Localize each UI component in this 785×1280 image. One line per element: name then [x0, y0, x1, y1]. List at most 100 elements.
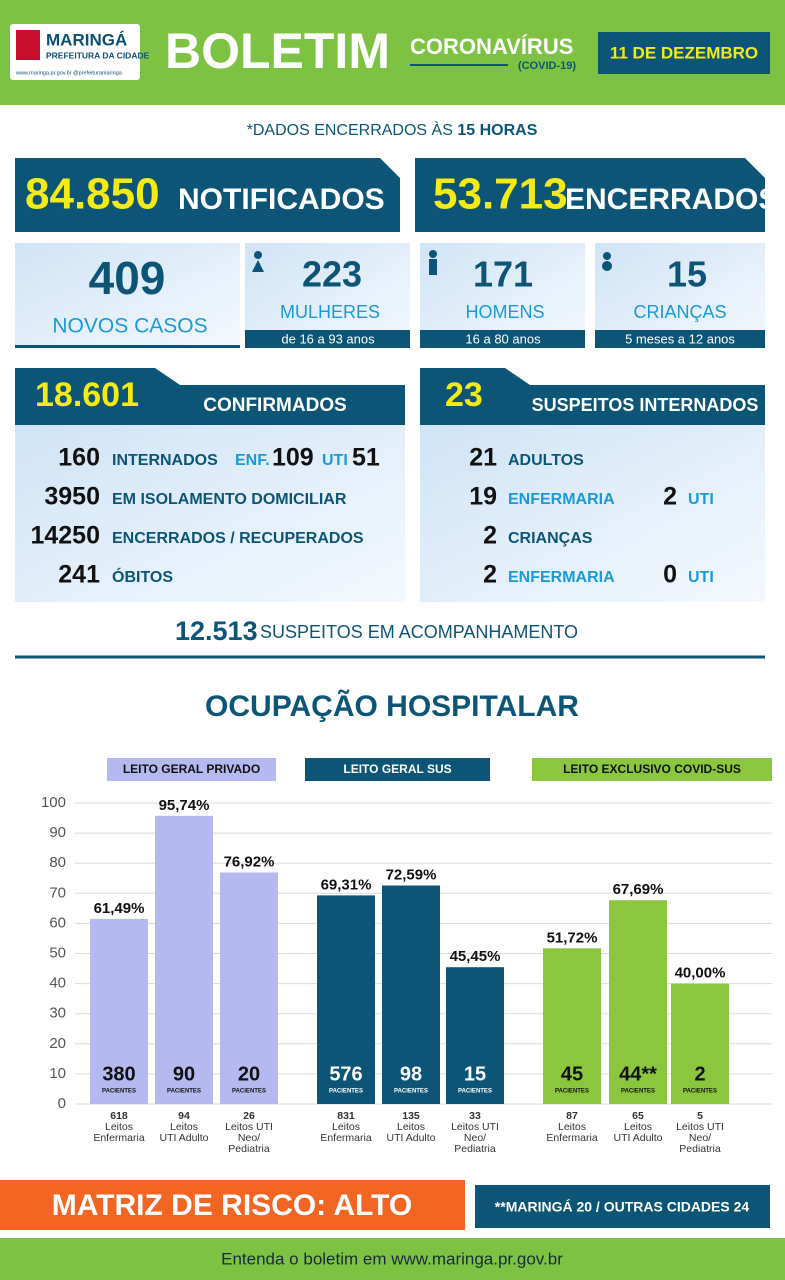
x-tick-label: Leitos [397, 1121, 425, 1133]
row-label: ENFERMARIA [508, 569, 615, 586]
footer-band [0, 1238, 785, 1280]
suspects-header [420, 385, 765, 425]
group-value: 171 [473, 254, 533, 295]
value-label: 76,92% [224, 853, 275, 870]
total-value: 53.713 [433, 170, 568, 219]
row-value: 2 [663, 483, 677, 511]
risk-label: MATRIZ DE RISCO: ALTO [52, 1189, 413, 1222]
x-tick-label: Enfermaria [546, 1132, 598, 1144]
row-value: 109 [272, 444, 314, 472]
confirmed-tab [15, 368, 180, 385]
patients-value: 45 [561, 1063, 583, 1085]
x-tick-label: 94 [178, 1110, 190, 1122]
woman-icon [252, 260, 264, 272]
patients-value: 380 [102, 1063, 135, 1085]
row-label: ENF. [235, 452, 270, 469]
patients-label: PACIENTES [232, 1089, 266, 1095]
row-value: 14250 [30, 522, 100, 550]
x-tick-label: 135 [402, 1110, 420, 1122]
man-icon [429, 259, 437, 275]
row-value: 51 [352, 444, 380, 472]
x-tick-label: Leitos [105, 1121, 133, 1133]
bar [446, 967, 504, 1104]
logo-icon [16, 30, 40, 60]
group-range: de 16 a 93 anos [281, 331, 375, 346]
x-tick-label: Pediatria [679, 1143, 721, 1155]
group-value: 15 [667, 254, 707, 295]
logo-sub: PREFEITURA DA CIDADE [46, 50, 150, 60]
x-tick-label: 831 [337, 1110, 355, 1122]
x-tick-label: Leitos [170, 1121, 198, 1133]
x-tick-label: 5 [697, 1110, 703, 1122]
total-label: ENCERRADOS [565, 183, 778, 216]
note-hours: 15 HORAS [457, 122, 537, 139]
patients-label: PACIENTES [102, 1089, 136, 1095]
patients-label: PACIENTES [167, 1089, 201, 1095]
row-label: ÓBITOS [112, 567, 173, 586]
box-rule [15, 345, 240, 348]
group-label: HOMENS [465, 302, 544, 322]
row-label: CRIANÇAS [508, 530, 593, 547]
new-cases-label: NOVOS CASOS [52, 315, 207, 338]
row-label: UTI [688, 491, 714, 508]
row-label: EM ISOLAMENTO DOMICILIAR [112, 491, 347, 508]
x-tick-label: UTI Adulto [159, 1132, 208, 1144]
panel-header [107, 758, 276, 781]
bar [317, 895, 375, 1104]
monitoring-value: 12.513 [175, 616, 258, 646]
monitoring-label: SUSPEITOS EM ACOMPANHAMENTO [260, 622, 578, 642]
chart-title: OCUPAÇÃO HOSPITALAR [205, 689, 579, 723]
row-value: 160 [58, 444, 100, 472]
footer-note-box [475, 1185, 770, 1228]
new-cases-box [15, 243, 240, 348]
new-cases-value: 409 [89, 252, 166, 304]
x-tick-label: 87 [566, 1110, 578, 1122]
x-tick-label: Neo/ [464, 1132, 486, 1144]
group-value: 223 [302, 254, 362, 295]
y-tick-label: 20 [49, 1035, 66, 1052]
logo-box [10, 24, 140, 80]
confirmed-header [15, 385, 405, 425]
risk-box [0, 1180, 465, 1230]
header-title: BOLETIM [165, 23, 390, 79]
total-box [15, 158, 400, 232]
total-label: NOTIFICADOS [178, 183, 385, 216]
x-tick-label: Leitos [332, 1121, 360, 1133]
row-label: INTERNADOS [112, 452, 218, 469]
x-tick-label: Leitos UTI [676, 1121, 724, 1133]
total-box [415, 158, 765, 232]
note: *DADOS ENCERRADOS ÀS 15 HORAS [247, 120, 538, 139]
suspects-value: 23 [445, 376, 483, 414]
x-tick-label: UTI Adulto [386, 1132, 435, 1144]
value-label: 95,74% [159, 797, 210, 814]
x-tick-label: Neo/ [689, 1132, 711, 1144]
row-value: 2 [483, 561, 497, 589]
panel-title: LEITO GERAL SUS [343, 762, 451, 776]
row-value: 2 [483, 522, 497, 550]
footer-link[interactable]: Entenda o boletim em www.maringa.pr.gov.… [221, 1249, 563, 1268]
x-tick-label: Leitos [624, 1121, 652, 1133]
date: 11 DE DEZEMBRO [610, 43, 758, 62]
logo-name: MARINGÁ [46, 30, 127, 49]
patients-value: 90 [173, 1063, 195, 1085]
patients-label: PACIENTES [458, 1089, 492, 1095]
total-value: 84.850 [25, 170, 160, 219]
confirmed-panel [15, 425, 405, 602]
group-range: 5 meses a 12 anos [625, 331, 735, 346]
panel-title: LEITO EXCLUSIVO COVID-SUS [563, 762, 741, 776]
row-value: 3950 [44, 483, 100, 511]
man-icon [429, 250, 437, 258]
y-tick-label: 80 [49, 854, 66, 871]
patients-value: 2 [694, 1063, 705, 1085]
value-label: 45,45% [450, 948, 501, 965]
row-label: ADULTOS [508, 452, 584, 469]
confirmed-label: CONFIRMADOS [203, 395, 347, 416]
patients-value: 44** [619, 1063, 657, 1085]
group-range: 16 a 80 anos [465, 331, 541, 346]
group-range-bar [420, 330, 585, 348]
x-tick-label: Neo/ [238, 1132, 260, 1144]
x-tick-label: 33 [469, 1110, 481, 1122]
panel-title: LEITO GERAL PRIVADO [123, 762, 260, 776]
row-value: 19 [469, 483, 497, 511]
